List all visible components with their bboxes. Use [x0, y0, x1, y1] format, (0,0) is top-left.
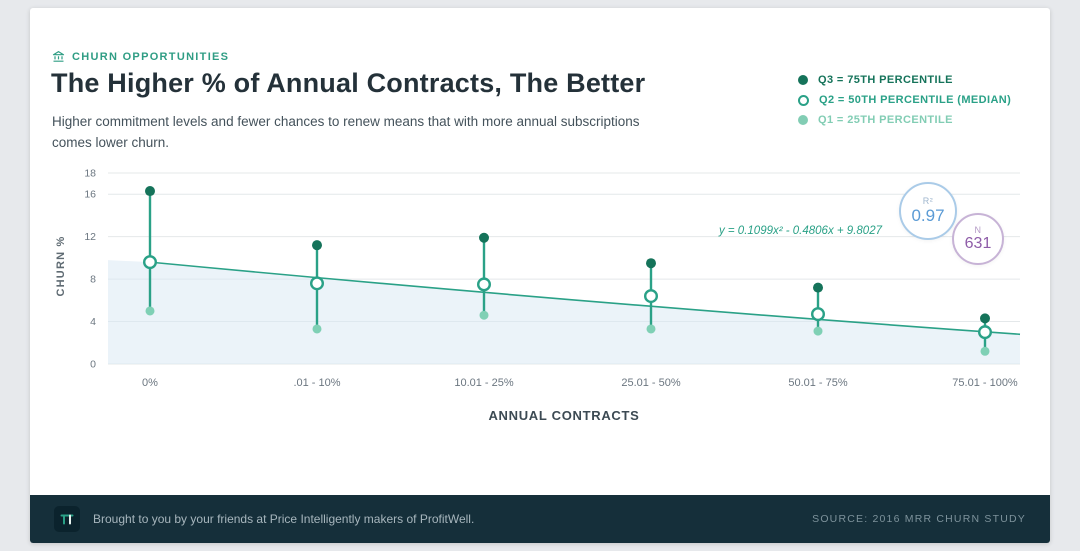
footer-source: SOURCE: 2016 MRR CHURN STUDY	[812, 513, 1026, 525]
trend-equation: y = 0.1099x² - 0.4806x + 9.8027	[718, 225, 883, 237]
q1-point	[813, 326, 823, 336]
chart-title: The Higher % of Annual Contracts, The Be…	[51, 68, 646, 98]
chart-plot: 0 4 8 12 16 18 y = 0.1099x² - 0.4806x + 9.8027…	[84, 168, 1021, 389]
x-tick-label: 10.01 - 25%	[454, 377, 514, 389]
y-tick-label: 16	[84, 189, 96, 201]
chart-subtitle: Higher commitment levels and fewer chanc…	[52, 114, 640, 150]
q3-point	[479, 232, 489, 243]
q1-point	[312, 324, 322, 334]
legend-dot-icon	[798, 75, 808, 85]
legend-item-label: Q3 = 75TH PERCENTILE	[818, 74, 953, 86]
kicker: CHURN OPPORTUNITIES	[52, 50, 229, 63]
y-tick-label: 4	[90, 316, 96, 328]
x-tick-label: .01 - 10%	[293, 377, 340, 389]
legend-dot-icon	[798, 94, 809, 106]
x-tick-label: 50.01 - 75%	[788, 377, 848, 389]
legend-item: Q2 = 50TH PERCENTILE (MEDIAN)	[798, 94, 1011, 106]
y-tick-label: 0	[90, 359, 96, 371]
x-tick-label: 25.01 - 50%	[621, 377, 681, 389]
x-tick-label: 0%	[142, 377, 158, 389]
trend-line	[149, 261, 1021, 336]
q2-point	[310, 276, 325, 291]
q1-point	[145, 306, 155, 316]
q1-point	[479, 310, 489, 320]
q2-point	[477, 277, 492, 292]
building-icon	[52, 50, 65, 63]
x-tick-label: 75.01 - 100%	[952, 377, 1018, 389]
q1-point	[980, 346, 990, 356]
legend-item: Q3 = 75TH PERCENTILE	[798, 74, 1011, 86]
q3-point	[980, 313, 990, 324]
legend: Q3 = 75TH PERCENTILE Q2 = 50TH PERCENTILE…	[798, 74, 1011, 126]
chart-card: CHURN OPPORTUNITIES The Higher % of Annu…	[30, 8, 1050, 543]
y-tick-label: 18	[84, 168, 96, 180]
n-value: 631	[964, 235, 992, 252]
profitwell-logo	[54, 506, 80, 532]
q1-point	[646, 324, 656, 334]
n-label: N	[974, 225, 982, 235]
q2-point	[644, 289, 659, 304]
q3-point	[813, 282, 823, 293]
footer-credit: Brought to you by your friends at Price …	[93, 512, 475, 526]
kicker-label: CHURN OPPORTUNITIES	[72, 50, 230, 63]
r2-value: 0.97	[911, 206, 945, 225]
footer: Brought to you by your friends at Price …	[30, 495, 1050, 543]
r2-badge: R² 0.97	[899, 182, 957, 240]
y-tick-label: 12	[84, 231, 96, 243]
legend-item: Q1 = 25TH PERCENTILE	[798, 114, 1011, 126]
y-tick-label: 8	[90, 274, 96, 286]
q3-point	[145, 186, 155, 197]
legend-dot-icon	[798, 115, 808, 125]
q2-point	[978, 325, 993, 340]
q3-point	[312, 240, 322, 251]
q2-point	[811, 307, 826, 322]
q2-point	[142, 255, 157, 270]
r2-label: R²	[922, 196, 934, 206]
legend-item-label: Q2 = 50TH PERCENTILE (MEDIAN)	[819, 94, 1012, 106]
legend-item-label: Q1 = 25TH PERCENTILE	[818, 114, 953, 126]
n-badge: N 631	[952, 213, 1004, 265]
q3-point	[646, 258, 656, 269]
x-axis-label: ANNUAL CONTRACTS	[488, 408, 640, 423]
trend-area	[108, 260, 1020, 364]
